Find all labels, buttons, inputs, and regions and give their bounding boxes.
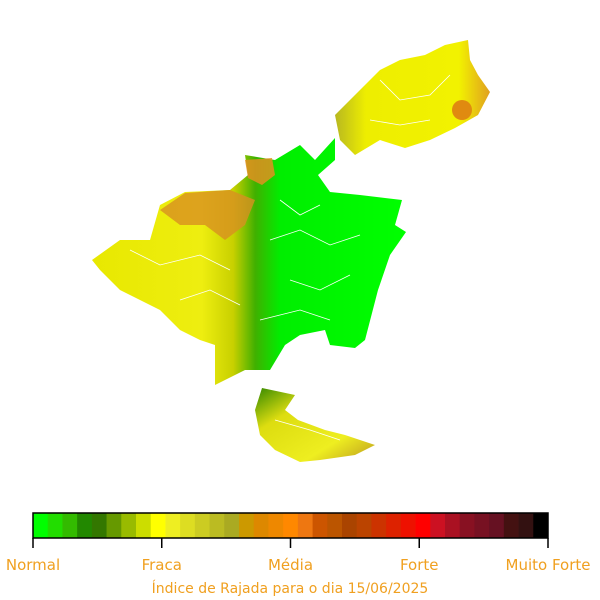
- color-swatch: [150, 513, 166, 538]
- color-swatch: [33, 513, 49, 538]
- region-orange-north: [245, 158, 275, 185]
- color-swatch: [77, 513, 93, 538]
- color-swatch: [136, 513, 152, 538]
- colorbar-label: Média: [268, 556, 313, 574]
- region-orange-west: [160, 190, 255, 240]
- color-swatch: [268, 513, 284, 538]
- color-swatch: [489, 513, 505, 538]
- color-swatch: [62, 513, 78, 538]
- color-swatch: [297, 513, 313, 538]
- color-swatch: [415, 513, 431, 538]
- color-swatch: [121, 513, 137, 538]
- color-swatch: [106, 513, 122, 538]
- color-swatch: [533, 513, 549, 538]
- colorbar-label: Forte: [400, 556, 439, 574]
- color-swatch: [342, 513, 358, 538]
- color-swatch: [400, 513, 416, 538]
- color-swatch: [356, 513, 372, 538]
- color-swatch: [503, 513, 519, 538]
- color-swatch: [518, 513, 534, 538]
- color-swatch: [165, 513, 181, 538]
- colorbar-label: Fraca: [142, 556, 182, 574]
- colorbar: Normal Fraca Média Forte Muito Forte: [6, 512, 591, 574]
- color-swatch: [371, 513, 387, 538]
- color-swatch: [239, 513, 255, 538]
- map: [92, 40, 490, 462]
- region-northeast: [335, 40, 490, 155]
- region-main: [92, 138, 406, 385]
- color-swatch: [209, 513, 225, 538]
- hotspot: [452, 100, 472, 120]
- color-swatch: [253, 513, 269, 538]
- color-swatch: [445, 513, 461, 538]
- color-swatch: [430, 513, 446, 538]
- map-title: Índice de Rajada para o dia 15/06/2025: [152, 580, 429, 597]
- color-swatch: [474, 513, 490, 538]
- color-swatch: [194, 513, 210, 538]
- color-swatch: [91, 513, 107, 538]
- color-swatch: [180, 513, 196, 538]
- color-swatch: [386, 513, 402, 538]
- color-swatch: [327, 513, 343, 538]
- color-swatch: [459, 513, 475, 538]
- colorbar-label: Normal: [6, 556, 60, 574]
- colorbar-label: Muito Forte: [506, 556, 591, 574]
- color-swatch: [312, 513, 328, 538]
- color-swatch: [283, 513, 299, 538]
- color-swatch: [224, 513, 240, 538]
- color-swatch: [47, 513, 63, 538]
- region-south: [255, 388, 375, 462]
- borders: [129, 74, 451, 441]
